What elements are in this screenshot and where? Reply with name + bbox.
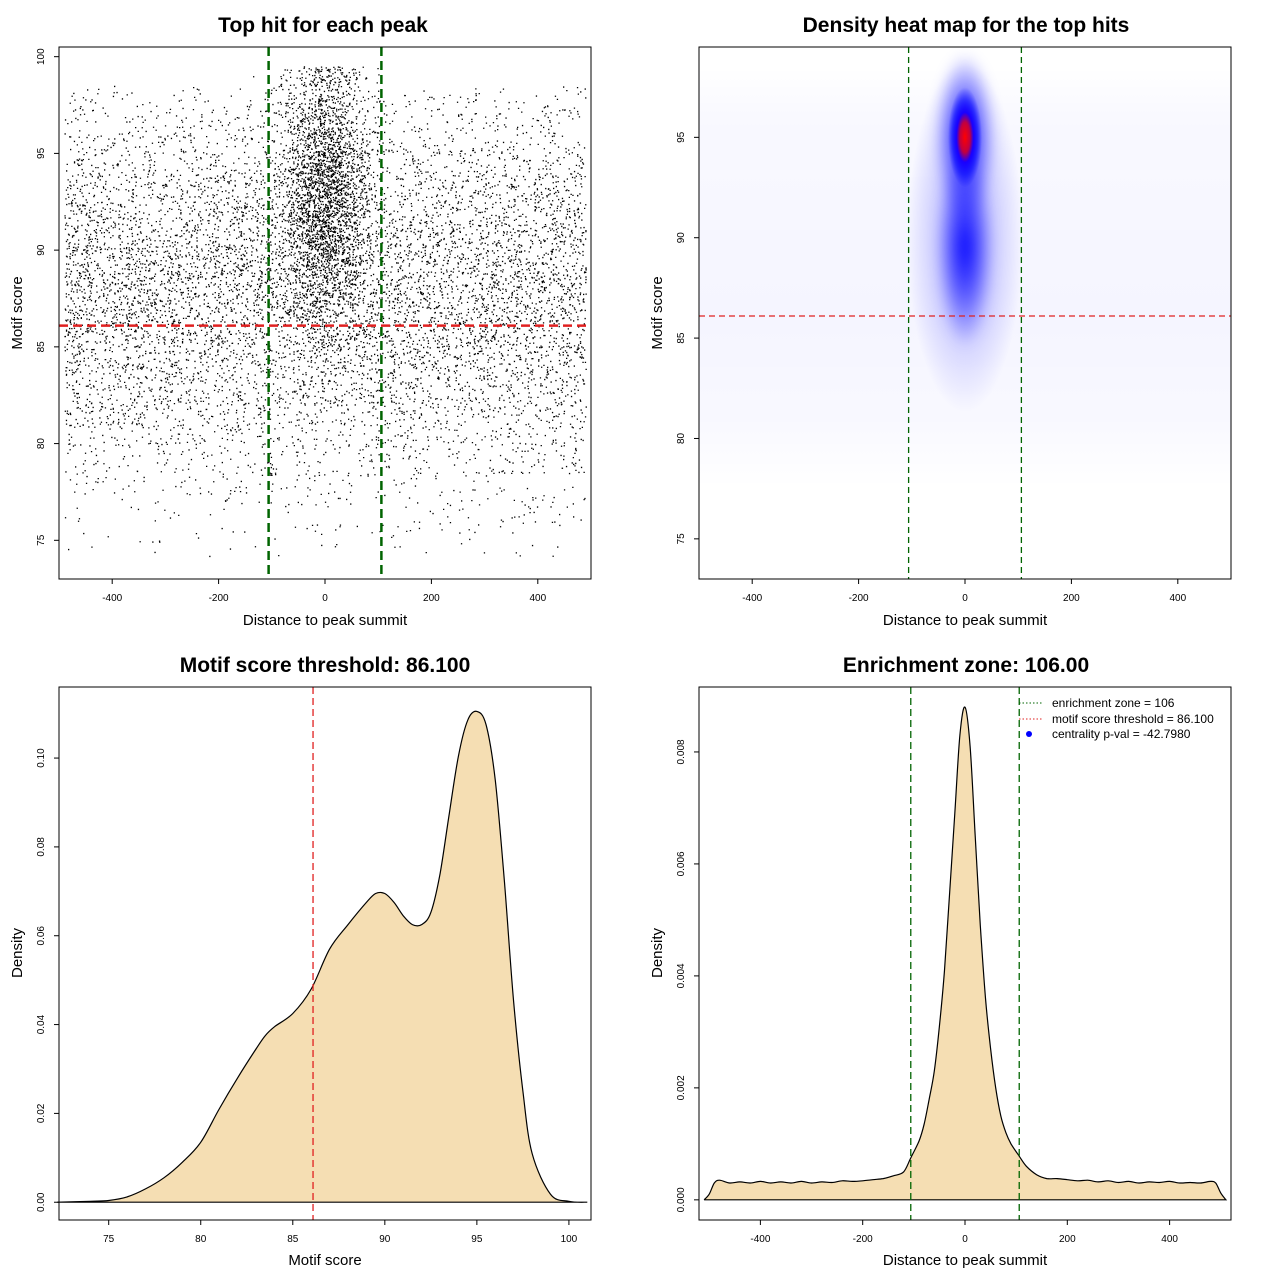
distance-density-x-axis: -400 -200 0 200 400 — [750, 1219, 1178, 1245]
score-density-area — [57, 711, 588, 1203]
panel-scatter: Top hit for each peak -400 -200 0 200 400 75… — [9, 14, 592, 629]
distance-density-y-label: Density — [649, 927, 666, 978]
scatter-plot-frame — [58, 46, 592, 580]
scatter-y-tick-label: 85 — [36, 341, 47, 353]
score-density-x-axis: 75 80 85 90 95 100 — [103, 1219, 578, 1245]
distance-density-x-tick-label: 200 — [1059, 1234, 1076, 1245]
distance-density-area — [704, 707, 1226, 1200]
heatmap-y-axis: 75 80 85 90 95 — [676, 131, 700, 545]
score-density-y-axis: 0.00 0.02 0.04 0.06 0.08 0.10 — [36, 748, 60, 1212]
heatmap-y-tick-label: 90 — [676, 232, 687, 244]
scatter-x-tick-label: 200 — [423, 593, 440, 604]
score-density-area-group — [57, 710, 588, 1203]
distance-density-x-tick-label: -400 — [750, 1234, 770, 1245]
distance-density-y-tick-label: 0.000 — [676, 1187, 687, 1212]
heatmap-x-tick-label: 400 — [1169, 593, 1186, 604]
legend-pval-dot — [1026, 731, 1032, 737]
heatmap-x-tick-label: -400 — [742, 593, 762, 604]
legend: enrichment zone = 106 motif score thresh… — [1019, 696, 1214, 741]
distance-density-y-tick-label: 0.006 — [676, 851, 687, 876]
score-density-x-tick-label: 75 — [103, 1234, 115, 1245]
heatmap-y-tick-label: 80 — [676, 432, 687, 444]
panel-distance-density: Enrichment zone: 106.00 -400 -200 0 200 400 … — [649, 654, 1232, 1269]
distance-density-y-tick-label: 0.004 — [676, 963, 687, 988]
score-density-y-tick-label: 0.00 — [36, 1192, 47, 1212]
distance-density-area-group — [703, 706, 1228, 1201]
scatter-y-tick-label: 75 — [36, 534, 47, 546]
heatmap-x-tick-label: -200 — [849, 593, 869, 604]
score-density-x-tick-label: 85 — [287, 1234, 299, 1245]
heatmap-y-tick-label: 95 — [676, 131, 687, 143]
scatter-y-axis: 75 80 85 90 95 100 — [36, 48, 60, 546]
heatmap-density-field — [699, 52, 1231, 489]
scatter-y-tick-label: 95 — [36, 147, 47, 159]
legend-threshold-label: motif score threshold = 86.100 — [1052, 712, 1214, 726]
distance-density-ref-lines — [910, 687, 1020, 1220]
legend-pval-label: centrality p-val = -42.7980 — [1052, 727, 1191, 741]
score-density-title: Motif score threshold: 86.100 — [180, 654, 471, 677]
scatter-ref-lines — [59, 47, 591, 579]
heatmap-title: Density heat map for the top hits — [803, 14, 1130, 37]
distance-density-y-tick-label: 0.008 — [676, 739, 687, 764]
heatmap-ref-lines — [699, 47, 1231, 579]
distance-density-curve — [703, 706, 1228, 1201]
score-density-x-tick-label: 95 — [471, 1234, 483, 1245]
distance-density-x-tick-label: 400 — [1161, 1234, 1178, 1245]
scatter-title: Top hit for each peak — [218, 14, 428, 37]
score-density-y-label: Density — [9, 927, 26, 978]
score-density-y-tick-label: 0.06 — [36, 926, 47, 946]
distance-density-x-tick-label: -200 — [853, 1234, 873, 1245]
scatter-y-label: Motif score — [9, 276, 26, 349]
heatmap-peak — [948, 87, 982, 188]
distance-density-x-tick-label: 0 — [962, 1234, 968, 1245]
score-density-y-tick-label: 0.04 — [36, 1014, 47, 1034]
heatmap-x-tick-label: 0 — [962, 593, 968, 604]
scatter-points — [64, 66, 587, 558]
distance-density-title: Enrichment zone: 106.00 — [843, 654, 1089, 677]
heatmap-y-tick-label: 75 — [676, 533, 687, 545]
scatter-y-tick-label: 80 — [36, 438, 47, 450]
scatter-y-tick-label: 100 — [36, 48, 47, 65]
score-density-y-tick-label: 0.02 — [36, 1103, 47, 1123]
panel-heatmap: Density heat map for the top hits -400 -2… — [649, 14, 1232, 629]
scatter-x-tick-label: -200 — [209, 593, 229, 604]
scatter-x-axis: -400 -200 0 200 400 — [102, 578, 547, 604]
legend-zone-label: enrichment zone = 106 — [1052, 696, 1175, 710]
score-density-x-label: Motif score — [288, 1252, 361, 1269]
distance-density-y-tick-label: 0.002 — [676, 1075, 687, 1100]
score-density-y-tick-label: 0.08 — [36, 837, 47, 857]
score-density-y-tick-label: 0.10 — [36, 748, 47, 768]
heatmap-x-label: Distance to peak summit — [883, 612, 1048, 629]
heatmap-y-label: Motif score — [649, 276, 666, 349]
scatter-x-tick-label: -400 — [102, 593, 122, 604]
scatter-points-group — [64, 66, 587, 558]
score-density-curve — [57, 710, 588, 1203]
score-density-x-tick-label: 100 — [561, 1234, 578, 1245]
heatmap-y-tick-label: 85 — [676, 332, 687, 344]
distance-density-x-label: Distance to peak summit — [883, 1252, 1048, 1269]
distance-density-y-axis: 0.000 0.002 0.004 0.006 0.008 — [676, 739, 700, 1212]
score-density-x-tick-label: 80 — [195, 1234, 207, 1245]
panel-score-density: Motif score threshold: 86.100 75 80 85 90 95… — [9, 654, 592, 1269]
score-density-x-tick-label: 90 — [379, 1234, 391, 1245]
heatmap-x-tick-label: 200 — [1063, 593, 1080, 604]
heatmap-x-axis: -400 -200 0 200 400 — [742, 578, 1187, 604]
scatter-y-tick-label: 90 — [36, 244, 47, 256]
scatter-x-tick-label: 400 — [529, 593, 546, 604]
scatter-x-tick-label: 0 — [322, 593, 328, 604]
scatter-x-label: Distance to peak summit — [243, 612, 408, 629]
